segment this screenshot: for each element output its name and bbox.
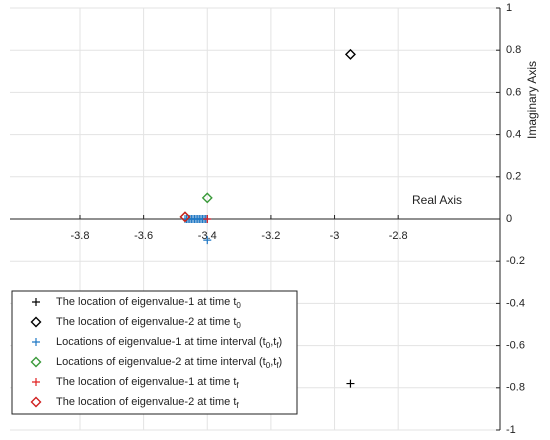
legend-label: Locations of eigenvalue-2 at time interv… — [56, 356, 282, 370]
plus-marker — [32, 338, 40, 346]
plus-marker — [203, 215, 212, 223]
legend-text-part: 0 — [266, 341, 271, 350]
legend-text-part: f — [276, 361, 279, 370]
legend-text-part: Locations of eigenvalue-1 at time interv… — [56, 336, 266, 348]
legend-text-part: The location of eigenvalue-1 at time t — [56, 296, 236, 308]
legend-label: The location of eigenvalue-1 at time tf — [56, 376, 239, 390]
legend-text-part: Locations of eigenvalue-2 at time interv… — [56, 356, 266, 368]
y-tick-label: -0.2 — [506, 255, 525, 267]
y-tick-label: 1 — [506, 2, 512, 14]
legend-text-part: The location of eigenvalue-1 at time t — [56, 376, 236, 388]
legend-text-part: The location of eigenvalue-2 at time t — [56, 316, 236, 328]
x-tick-label: -3 — [330, 230, 340, 242]
plus-marker — [346, 379, 355, 388]
y-tick-label: 0.8 — [506, 44, 521, 56]
legend-text-part: ) — [279, 356, 283, 368]
legend-text-part: ,t — [270, 336, 276, 348]
diamond-marker — [344, 48, 356, 60]
legend-text-part: 0 — [236, 321, 241, 330]
x-tick-label: -3.4 — [198, 230, 217, 242]
x-tick-label: -2.8 — [389, 230, 408, 242]
y-axis-label: Imaginary Axis — [525, 61, 539, 139]
legend-text-part: ,t — [270, 356, 276, 368]
diamond-marker — [30, 396, 42, 408]
diamond-marker — [30, 356, 42, 368]
legend-label: The location of eigenvalue-2 at time tf — [56, 396, 239, 410]
plus-marker — [32, 378, 40, 386]
legend-text-part: f — [276, 341, 279, 350]
legend-text-part: 0 — [266, 361, 271, 370]
legend-text-part: The location of eigenvalue-2 at time t — [56, 396, 236, 408]
y-tick-label: 0.2 — [506, 171, 521, 183]
x-tick-label: -3.2 — [261, 230, 280, 242]
y-tick-label: 0.6 — [506, 86, 521, 98]
plus-marker — [203, 236, 212, 245]
diamond-marker — [201, 192, 213, 204]
x-tick-label: -3.6 — [134, 230, 153, 242]
y-tick-label: -0.4 — [506, 297, 525, 309]
y-tick-label: 0 — [506, 213, 512, 225]
y-tick-label: -0.6 — [506, 340, 525, 352]
y-tick-label: 0.4 — [506, 129, 521, 141]
legend-label: The location of eigenvalue-1 at time t0 — [56, 296, 241, 310]
legend-text-part: 0 — [236, 301, 241, 310]
x-tick-label: -3.8 — [71, 230, 90, 242]
diamond-marker — [179, 211, 191, 223]
plus-marker — [32, 298, 40, 306]
y-tick-label: -0.8 — [506, 382, 525, 394]
y-tick-label: -1 — [506, 424, 516, 436]
legend-label: Locations of eigenvalue-1 at time interv… — [56, 336, 282, 350]
legend-text-part: f — [236, 401, 239, 410]
legend-text-part: ) — [279, 336, 283, 348]
legend-text-part: f — [236, 381, 239, 390]
x-axis-label: Real Axis — [412, 193, 462, 207]
legend-label: The location of eigenvalue-2 at time t0 — [56, 316, 241, 330]
legend-box — [11, 290, 298, 415]
diamond-marker — [30, 316, 42, 328]
